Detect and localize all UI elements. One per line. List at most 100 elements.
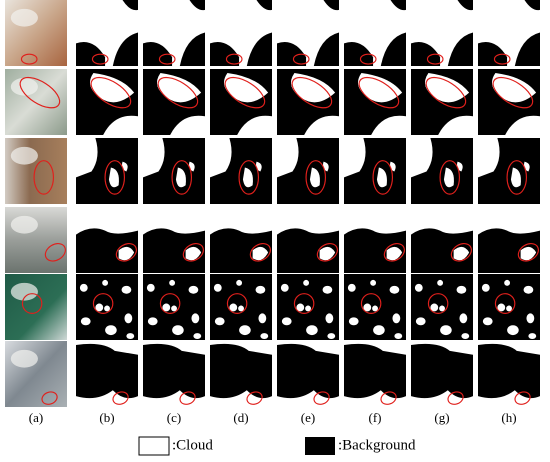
mask-region [437, 279, 444, 286]
mask-region [348, 317, 359, 326]
highlight-ellipse [41, 391, 58, 405]
mask-region [390, 0, 406, 11]
mask-region [189, 0, 205, 11]
mask-region [497, 303, 506, 312]
mask-region [506, 305, 512, 312]
mask-region [80, 317, 91, 326]
cloud-mask [143, 274, 205, 340]
highlight-ellipse [493, 53, 511, 65]
mask-region [319, 246, 336, 261]
image-fill [5, 274, 67, 340]
highlight-ellipse [226, 293, 248, 314]
mask-region [143, 41, 173, 66]
satellite-image [5, 138, 67, 204]
mask-region [305, 305, 311, 312]
mask-region [461, 333, 470, 340]
cloud-mask [344, 0, 406, 66]
mask-region [424, 72, 470, 103]
mask-region [193, 333, 202, 340]
mask-region [507, 325, 519, 336]
highlight-ellipse [316, 243, 338, 262]
highlight-ellipse [19, 76, 61, 109]
mask-region [325, 313, 334, 324]
mask-region [411, 41, 441, 66]
highlight-ellipse [359, 53, 377, 65]
highlight-ellipse [293, 293, 315, 314]
mask-region [102, 279, 109, 286]
mask-region [373, 325, 385, 336]
highlight-ellipse [380, 391, 397, 405]
highlight-ellipse [291, 76, 333, 109]
highlight-ellipse [372, 160, 394, 195]
cloud-mask [210, 274, 272, 340]
cloud-mask [76, 207, 138, 273]
cloud-mask [277, 207, 339, 273]
mask-region [146, 283, 155, 292]
mask-region [105, 325, 117, 336]
legend-background-swatch [305, 437, 335, 455]
cloud-mask [344, 207, 406, 273]
highlight-ellipse [425, 76, 467, 109]
mask-region [210, 207, 272, 235]
highlight-ellipse [44, 243, 66, 262]
highlight-ellipse [21, 293, 43, 314]
mask-region [76, 207, 138, 235]
mask-region [290, 72, 336, 103]
mask-region [255, 285, 266, 294]
mask-region [175, 167, 186, 188]
highlight-ellipse [91, 53, 109, 65]
cloud-mask [478, 274, 540, 340]
image-fill [5, 69, 67, 135]
mask-region [103, 115, 138, 135]
cloud-mask [76, 69, 138, 135]
satellite-image [5, 207, 67, 273]
mask-region [514, 32, 540, 66]
mask-region [304, 115, 339, 135]
mask-region [185, 246, 202, 261]
mask-region [214, 317, 225, 326]
cloud-patch [10, 8, 38, 27]
mask-region [210, 138, 232, 178]
highlight-ellipse [506, 160, 528, 195]
mask-region [411, 343, 473, 399]
cloud-patch [10, 282, 38, 301]
cloud-mask [411, 69, 473, 135]
cloud-mask [143, 0, 205, 66]
mask-region [411, 138, 433, 178]
mask-region [162, 303, 171, 312]
mask-region [256, 0, 272, 11]
mask-region [143, 207, 205, 235]
highlight-ellipse [112, 391, 129, 405]
satellite-image [5, 274, 67, 340]
mask-region [108, 167, 119, 188]
highlight-ellipse [90, 76, 132, 109]
mask-region [520, 246, 537, 261]
legend-background-label: :Background [338, 437, 416, 453]
highlight-ellipse [358, 76, 400, 109]
mask-region [415, 317, 426, 326]
mask-region [459, 313, 468, 324]
highlight-ellipse [158, 53, 176, 65]
legend-cloud-swatch [138, 436, 170, 456]
mask-region [447, 32, 473, 66]
mask-region [172, 325, 184, 336]
cloud-mask [210, 207, 272, 273]
mask-region [170, 115, 205, 135]
mask-region [280, 283, 289, 292]
cloud-mask [411, 138, 473, 204]
mask-region [143, 343, 205, 399]
highlight-ellipse [360, 293, 382, 314]
mask-region [258, 313, 267, 324]
mask-region [169, 279, 176, 286]
mask-region [237, 115, 272, 135]
cloud-mask [277, 138, 339, 204]
column-label: (a) [29, 410, 43, 425]
mask-region [223, 72, 269, 103]
cloud-mask [143, 207, 205, 273]
cloud-mask [277, 341, 339, 407]
highlight-ellipse [115, 243, 137, 262]
highlight-ellipse [179, 391, 196, 405]
highlight-ellipse [447, 391, 464, 405]
mask-region [439, 305, 445, 312]
highlight-ellipse [305, 160, 327, 195]
